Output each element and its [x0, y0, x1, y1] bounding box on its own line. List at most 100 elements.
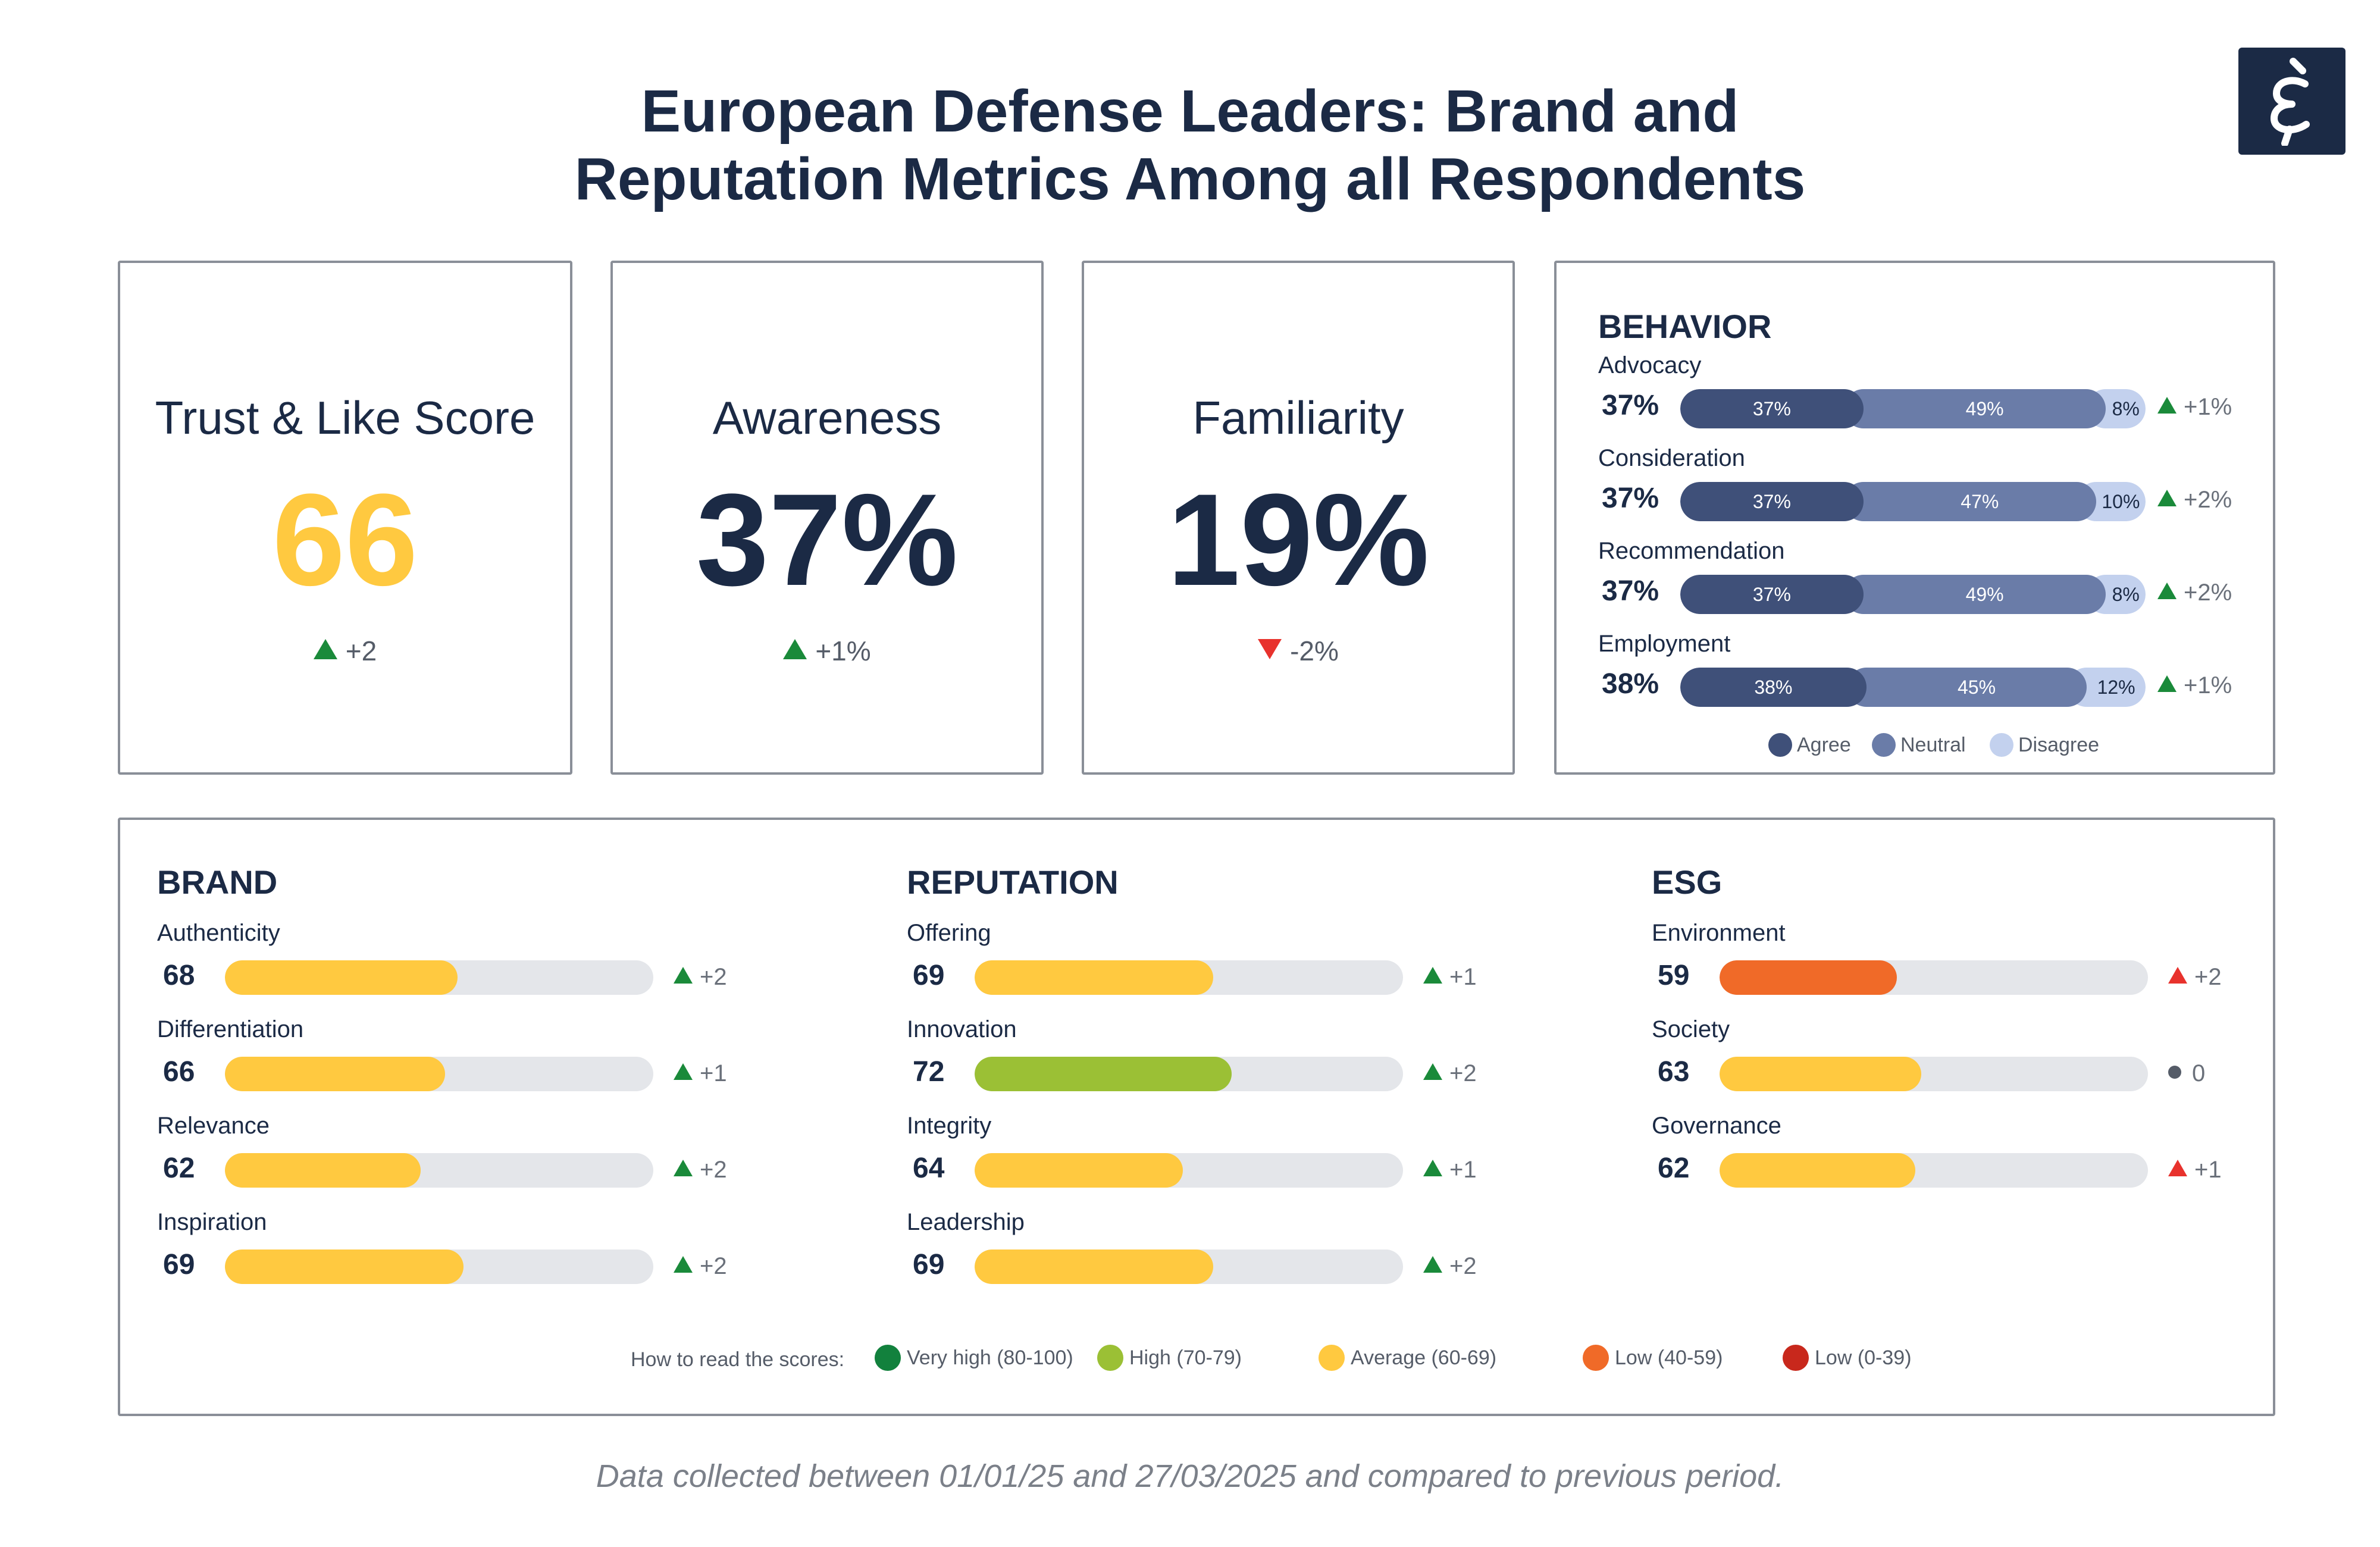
change-value: +2 — [700, 964, 727, 990]
metric-label: Authenticity — [157, 920, 280, 946]
group-title: ESG — [1652, 863, 1723, 901]
metric-label: Innovation — [907, 1016, 1017, 1042]
trend-up-icon — [2168, 967, 2187, 984]
behavior-row-score: 37% — [1602, 483, 1659, 514]
score-legend-item: High (70-79) — [1097, 1345, 1242, 1371]
legend-label: High (70-79) — [1129, 1346, 1242, 1369]
brand-logo-icon — [2270, 58, 2310, 146]
metric-score: 68 — [163, 960, 195, 991]
group-title: BRAND — [157, 863, 278, 901]
kpi-card-trust: Trust & Like Score 66 +2 — [118, 261, 572, 775]
trend-up-icon — [2168, 1160, 2187, 1176]
trend-up-icon — [783, 639, 807, 659]
legend-label: Agree — [1797, 733, 1851, 756]
metric-bar-track — [1720, 1057, 2148, 1091]
metric-score: 72 — [913, 1056, 945, 1088]
metric-bar-fill — [975, 1250, 1214, 1284]
bar-segment-agree: 38% — [1680, 668, 1867, 707]
kpi-card-awareness: Awareness 37% +1% — [610, 261, 1044, 775]
stacked-bar: 10% 47% 37% — [1680, 482, 2146, 521]
kpi-change: +2 — [120, 635, 570, 667]
change-value: +2% — [2184, 487, 2232, 513]
metric-change: +2 — [674, 1157, 727, 1183]
legend-swatch — [1990, 733, 2013, 757]
scores-card: BRAND Authenticity 68 +2 Differentiation 66 +1… — [118, 818, 2275, 1416]
change-value: +2% — [2184, 580, 2232, 606]
brand-logo — [2238, 48, 2345, 155]
legend-swatch — [1319, 1345, 1345, 1371]
change-value: +1 — [1449, 1157, 1477, 1183]
behavior-title: BEHAVIOR — [1598, 308, 1772, 345]
metric-change: +2 — [674, 1253, 727, 1280]
behavior-legend-item: Neutral — [1872, 733, 1966, 757]
legend-label: Disagree — [2018, 733, 2100, 756]
metric-bar-track — [975, 1153, 1403, 1188]
kpi-label: Trust & Like Score — [155, 392, 536, 444]
metric-label: Leadership — [907, 1209, 1025, 1235]
change-value: +1 — [1449, 964, 1477, 990]
bar-segment-neutral: 45% — [1846, 668, 2087, 707]
kpi-label: Awareness — [712, 392, 942, 444]
kpi-card-familiarity: Familiarity 19% -2% — [1082, 261, 1515, 775]
stacked-bar: 12% 45% 38% — [1680, 668, 2146, 707]
metric-change: +2 — [1423, 1060, 1477, 1087]
change-value: +2 — [1449, 1253, 1477, 1279]
metric-bar-fill — [1720, 1153, 1916, 1188]
metric-change: +1 — [2168, 1157, 2222, 1183]
trend-up-icon — [674, 1256, 693, 1273]
behavior-row-score: 38% — [1602, 668, 1659, 700]
metric-change: +1 — [1423, 964, 1477, 991]
metric-score: 66 — [163, 1056, 195, 1088]
metric-bar-fill — [225, 1250, 464, 1284]
kpi-change-value: +1% — [815, 635, 871, 666]
metric-bar-fill — [225, 1057, 446, 1091]
legend-label: Very high (80-100) — [907, 1346, 1073, 1369]
behavior-legend-item: Disagree — [1990, 733, 2099, 757]
score-legend-item: Low (40-59) — [1583, 1345, 1723, 1371]
metric-bar-track — [225, 1250, 653, 1284]
bar-segment-agree: 37% — [1680, 482, 1864, 521]
legend-swatch — [1768, 733, 1792, 757]
metric-score: 69 — [913, 1249, 945, 1280]
trend-up-icon — [2157, 490, 2177, 506]
behavior-row-score: 37% — [1602, 390, 1659, 421]
metric-label: Governance — [1652, 1113, 1781, 1139]
legend-label: Average (60-69) — [1351, 1346, 1497, 1369]
trend-up-icon — [1423, 1256, 1442, 1273]
behavior-row-change: +1% — [2157, 394, 2232, 421]
metric-label: Relevance — [157, 1113, 270, 1139]
footnote: Data collected between 01/01/25 and 27/0… — [596, 1458, 1784, 1494]
kpi-change-value: -2% — [1290, 635, 1339, 666]
behavior-row-label: Employment — [1598, 631, 1731, 657]
metric-label: Inspiration — [157, 1209, 267, 1235]
metric-change: +2 — [2168, 964, 2222, 991]
change-value: +2 — [2194, 964, 2222, 990]
bar-segment-agree: 37% — [1680, 389, 1864, 428]
metric-bar-fill — [975, 1057, 1232, 1091]
change-value: 0 — [2192, 1060, 2206, 1086]
score-legend-item: Low (0-39) — [1783, 1345, 1912, 1371]
legend-label: Low (40-59) — [1615, 1346, 1723, 1369]
change-value: +2 — [1449, 1060, 1477, 1086]
metric-bar-track — [1720, 1153, 2148, 1188]
trend-down-icon — [1258, 639, 1282, 659]
kpi-value: 37% — [696, 466, 959, 613]
metric-score: 59 — [1658, 960, 1690, 991]
score-legend-item: Average (60-69) — [1319, 1345, 1496, 1371]
metric-bar-track — [225, 960, 653, 995]
change-value: +1% — [2184, 394, 2232, 420]
metric-bar-fill — [225, 960, 458, 995]
metric-score: 69 — [913, 960, 945, 991]
trend-up-icon — [1423, 967, 1442, 984]
trend-up-icon — [2157, 397, 2177, 414]
stacked-bar: 8% 49% 37% — [1680, 575, 2146, 614]
trend-up-icon — [674, 967, 693, 984]
legend-swatch — [1783, 1345, 1809, 1371]
trend-up-icon — [674, 1063, 693, 1080]
bar-segment-neutral: 47% — [1843, 482, 2096, 521]
legend-label: Low (0-39) — [1815, 1346, 1912, 1369]
behavior-row-label: Recommendation — [1598, 538, 1785, 564]
change-value: +1 — [2194, 1157, 2222, 1183]
metric-bar-track — [225, 1057, 653, 1091]
group-title: REPUTATION — [907, 863, 1119, 901]
